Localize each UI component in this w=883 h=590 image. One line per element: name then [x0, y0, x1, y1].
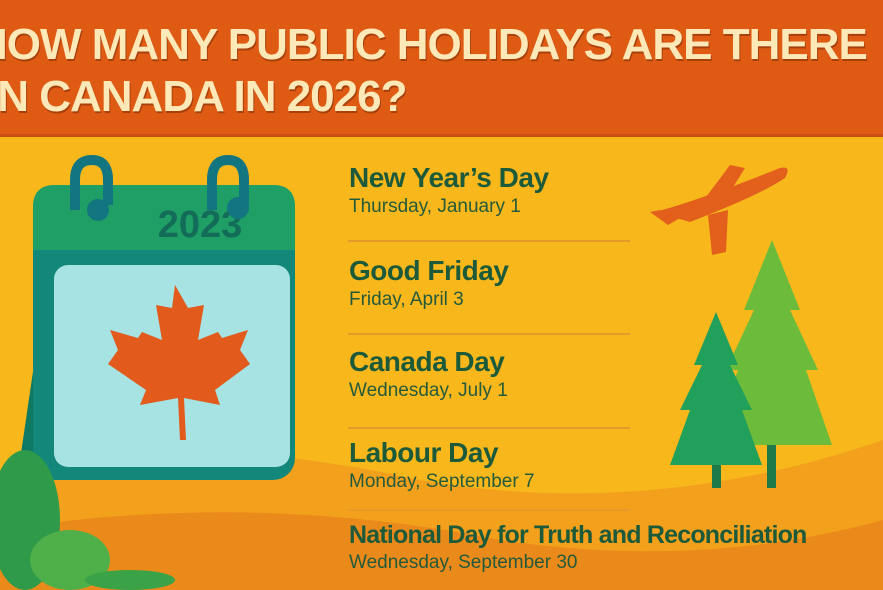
holiday-date: Friday, April 3: [349, 289, 464, 310]
title-banner: HOW MANY PUBLIC HOLIDAYS ARE THERE IN CA…: [0, 0, 883, 137]
calendar-icon: 2023: [19, 154, 295, 480]
airplane-icon: [650, 165, 788, 255]
holiday-item: Good Friday Friday, April 3: [349, 255, 509, 311]
bush-icon: [0, 450, 175, 590]
holiday-date: Monday, September 7: [349, 471, 535, 492]
holiday-date: Thursday, January 1: [349, 196, 521, 217]
divider: [348, 240, 630, 242]
holiday-item: Labour Day Monday, September 7: [349, 437, 535, 493]
holiday-name: Good Friday: [349, 255, 509, 286]
hill-front: [0, 512, 883, 590]
holiday-name: Canada Day: [349, 346, 505, 377]
holiday-name: National Day for Truth and Reconciliatio…: [349, 521, 807, 549]
holiday-name: New Year’s Day: [349, 162, 549, 193]
page-title-line1: HOW MANY PUBLIC HOLIDAYS ARE THERE: [0, 20, 868, 69]
pine-tree-icon: [670, 240, 832, 488]
divider: [348, 427, 630, 429]
divider: [348, 509, 630, 511]
holiday-item: National Day for Truth and Reconciliatio…: [349, 520, 807, 574]
holiday-name: Labour Day: [349, 437, 499, 468]
divider: [348, 333, 630, 335]
holiday-date: Wednesday, July 1: [349, 380, 508, 401]
maple-leaf-icon: [108, 285, 250, 440]
page-title-line2: IN CANADA IN 2026?: [0, 72, 407, 121]
holiday-date: Wednesday, September 30: [349, 552, 578, 573]
holiday-item: Canada Day Wednesday, July 1: [349, 346, 508, 402]
holiday-item: New Year’s Day Thursday, January 1: [349, 162, 549, 218]
